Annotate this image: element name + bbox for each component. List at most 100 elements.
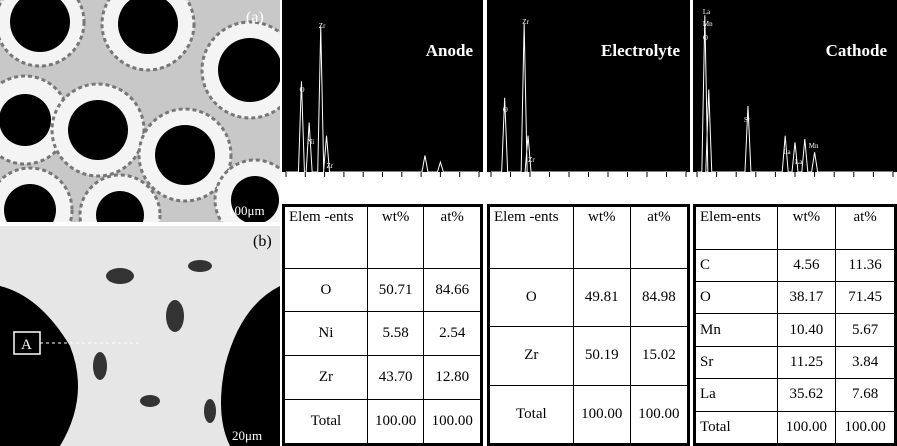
panel-label: (a) — [246, 9, 264, 26]
page: (a) 100μm A (b) 20μm AnodeONiZrZrNiNiEle… — [0, 0, 897, 446]
table-cell: O — [285, 268, 368, 312]
table-cell: 100.00 — [424, 400, 481, 444]
peak-label: O — [300, 86, 305, 94]
peak-label: La — [783, 148, 791, 156]
peak-label: O — [503, 106, 508, 114]
table-cell: 50.19 — [573, 327, 630, 385]
table-cell: 100.00 — [777, 411, 836, 443]
table-cell: 100.00 — [630, 385, 687, 443]
scale-bar-label: 20μm — [232, 428, 262, 443]
table-header-cell: Elem -ents — [285, 207, 368, 269]
table-cell: 100.00 — [573, 385, 630, 443]
table-cell: 49.81 — [573, 268, 630, 326]
table-cell: Total — [490, 385, 574, 443]
table-cell: 35.62 — [777, 379, 836, 411]
table-cell: 11.36 — [836, 249, 895, 281]
sem-image-a: (a) 100μm — [0, 0, 280, 222]
table-cell: 11.25 — [777, 346, 836, 378]
spectrum-background — [693, 0, 897, 200]
scale-bar-label: 100μm — [228, 203, 265, 218]
table-cell: 3.84 — [836, 346, 895, 378]
table-cell: Zr — [285, 356, 368, 400]
eds-spectrum: Cathode La Mn O Sr La La Mn La — [693, 0, 897, 200]
table-cell: 4.56 — [777, 249, 836, 281]
table-cell: C — [696, 249, 778, 281]
table-cell: 7.68 — [836, 379, 895, 411]
peak-label: Zr — [522, 18, 529, 26]
eds-spectrum: Electrolyte O Zr Zr — [487, 0, 690, 200]
spectrum-title: Cathode — [826, 41, 888, 60]
table-cell: 43.70 — [367, 356, 424, 400]
table-cell: 5.67 — [836, 314, 895, 346]
table-header-cell: wt% — [777, 207, 836, 250]
peak-label: Mn — [809, 142, 819, 150]
spectrum-title: Anode — [426, 41, 474, 60]
table-cell: Total — [285, 400, 368, 444]
table-cell: 2.54 — [424, 312, 481, 356]
peak-label: La — [703, 8, 711, 16]
table-cell: La — [696, 379, 778, 411]
peak-label: Sr — [744, 116, 751, 124]
peak-label: Ni — [438, 176, 445, 184]
table-cell: 15.02 — [630, 327, 687, 385]
table-cell: Total — [696, 411, 778, 443]
table-cell: O — [696, 282, 778, 314]
table-header-cell: at% — [630, 207, 687, 269]
spectrum-title: Electrolyte — [601, 41, 680, 60]
peak-label: Zr — [319, 22, 326, 30]
table-cell: 84.66 — [424, 268, 481, 312]
table-cell: 71.45 — [836, 282, 895, 314]
table-header-cell: Elem-ents — [696, 207, 778, 250]
table-cell: 100.00 — [367, 400, 424, 444]
table-cell: Mn — [696, 314, 778, 346]
table-header-cell: wt% — [573, 207, 630, 269]
table-cell: 100.00 — [836, 411, 895, 443]
spectrum-background — [487, 0, 690, 200]
table-cell: 5.58 — [367, 312, 424, 356]
peak-label: Zr — [327, 162, 334, 170]
table-cell: O — [490, 268, 574, 326]
peak-label: Mn — [703, 20, 713, 28]
table-header-cell: wt% — [367, 207, 424, 269]
sem-image-b: A (b) 20μm — [0, 226, 280, 446]
table-cell: Sr — [696, 346, 778, 378]
peak-label: O — [703, 34, 708, 42]
peak-label: La — [811, 172, 819, 180]
panel-label: (b) — [253, 233, 272, 250]
table-cell: 38.17 — [777, 282, 836, 314]
peak-label: Zr — [528, 156, 535, 164]
table-header-cell: Elem -ents — [490, 207, 574, 269]
marker-label: A — [21, 337, 32, 353]
table-cell: Ni — [285, 312, 368, 356]
table-header-cell: at% — [836, 207, 895, 250]
table-cell: Zr — [490, 327, 574, 385]
peak-label: Ni — [307, 138, 314, 146]
table-cell: 84.98 — [630, 268, 687, 326]
table-cell: 12.80 — [424, 356, 481, 400]
table-cell: 50.71 — [367, 268, 424, 312]
peak-label: La — [795, 158, 803, 166]
table-cell: 10.40 — [777, 314, 836, 346]
table-header-cell: at% — [424, 207, 481, 269]
